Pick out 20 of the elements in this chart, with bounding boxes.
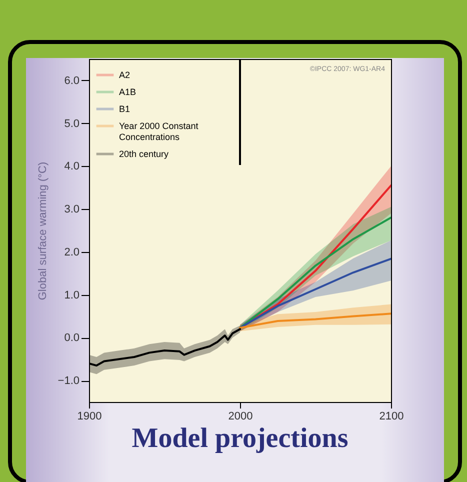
y-axis-title: Global surface warming (°C) [36,162,49,300]
x-tick-label: 2000 [228,410,253,422]
legend-label: A1B [119,87,136,97]
legend-label: B1 [119,104,130,114]
legend-label: A2 [119,70,130,80]
x-tick-label: 1900 [77,410,102,422]
y-tick-label: 0.0 [64,332,80,344]
y-tick-label: 5.0 [64,118,80,130]
y-tick-label: 6.0 [64,74,80,87]
line-series [239,312,391,329]
y-tick-label: 4.0 [64,160,80,173]
y-tick-label: 2.0 [64,246,80,258]
text: Model projections [132,423,348,454]
y-tick-label: 3.0 [64,204,80,216]
legend-label: Year 2000 Constant Concentrations [119,121,199,142]
legend-label: 20th century [119,149,170,159]
x-tick-label: 2100 [379,410,404,422]
y-tick-label: 1.0 [64,289,80,302]
line-series [239,258,391,329]
y-tick-label: −1.0 [58,375,80,388]
